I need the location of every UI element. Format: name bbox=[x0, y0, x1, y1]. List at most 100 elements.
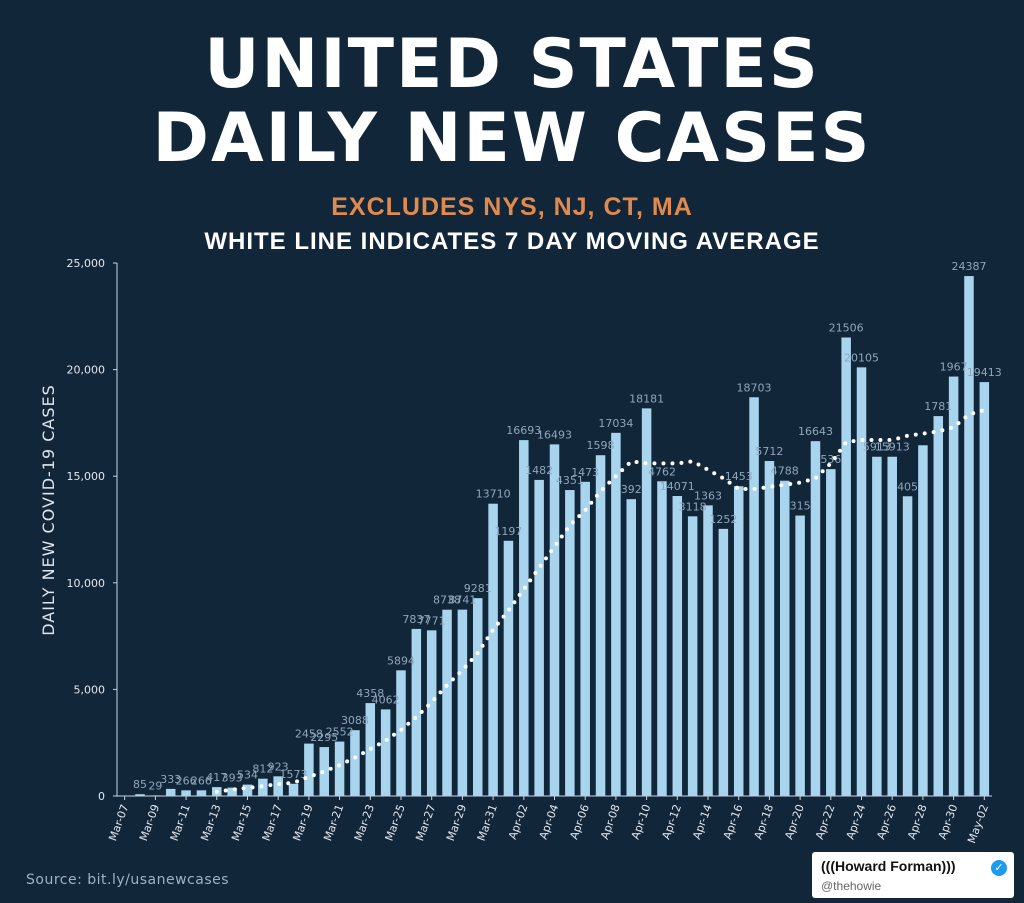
data-label: 9281 bbox=[464, 582, 492, 595]
bar bbox=[795, 515, 805, 796]
bar bbox=[288, 783, 299, 796]
data-label: 15913 bbox=[875, 441, 910, 454]
bar bbox=[687, 516, 698, 796]
x-tick-label: Mar-09 bbox=[137, 803, 162, 843]
x-tick-label: Mar-31 bbox=[475, 803, 500, 843]
data-label: 18181 bbox=[629, 392, 664, 405]
bar bbox=[657, 481, 667, 796]
bar bbox=[872, 456, 882, 796]
x-tick-label: Mar-07 bbox=[106, 803, 131, 843]
bar bbox=[304, 743, 314, 796]
bar bbox=[549, 444, 560, 796]
bar bbox=[641, 408, 652, 796]
bar bbox=[457, 609, 468, 796]
bar bbox=[780, 480, 790, 796]
bar bbox=[488, 503, 498, 796]
x-tick-label: Apr-26 bbox=[874, 803, 899, 842]
x-tick-label: Mar-25 bbox=[383, 803, 408, 843]
bar bbox=[826, 469, 836, 796]
bar bbox=[426, 630, 437, 796]
bar bbox=[350, 730, 360, 796]
y-axis-title: DAILY NEW COVID-19 CASES bbox=[39, 384, 58, 636]
bar bbox=[411, 628, 422, 796]
bar bbox=[442, 609, 452, 796]
data-label: 4358 bbox=[356, 687, 384, 700]
bar bbox=[918, 445, 928, 796]
bar bbox=[810, 441, 821, 796]
data-label: 3088 bbox=[341, 714, 369, 727]
bar bbox=[565, 490, 575, 796]
bar bbox=[672, 496, 683, 796]
bar bbox=[856, 367, 867, 796]
data-label: 1473 bbox=[571, 466, 599, 479]
data-label: 2552 bbox=[326, 726, 354, 739]
x-tick-label: Apr-12 bbox=[659, 803, 684, 842]
bar bbox=[273, 776, 283, 796]
chart-title: UNITED STATES DAILY NEW CASES bbox=[0, 28, 1024, 176]
bar bbox=[334, 741, 345, 796]
data-label: 4062 bbox=[372, 693, 400, 706]
bar bbox=[396, 670, 406, 796]
author-name: (((Howard Forman))) bbox=[821, 858, 956, 874]
author-badge[interactable]: (((Howard Forman))) ✓ @thehowie bbox=[812, 852, 1014, 898]
bar bbox=[472, 598, 483, 796]
x-tick-label: Apr-06 bbox=[567, 803, 592, 842]
bar bbox=[764, 461, 775, 796]
data-label: 392 bbox=[621, 483, 642, 496]
bar bbox=[181, 790, 191, 796]
x-tick-label: Apr-14 bbox=[690, 803, 715, 842]
bar bbox=[979, 382, 990, 796]
data-label: 1252 bbox=[709, 513, 737, 526]
data-label: 7771 bbox=[418, 614, 446, 627]
data-label: 266 bbox=[191, 774, 212, 787]
x-tick-label: Mar-23 bbox=[352, 803, 377, 843]
author-handle: @thehowie bbox=[821, 879, 882, 893]
x-tick-label: Mar-29 bbox=[444, 803, 469, 843]
subtitle-exclusions: EXCLUDES NYS, NJ, CT, MA bbox=[331, 193, 693, 221]
data-label: 17034 bbox=[598, 417, 633, 430]
data-label: 812 bbox=[252, 763, 273, 776]
x-tick-label: Apr-16 bbox=[721, 803, 746, 842]
bar bbox=[580, 481, 590, 796]
x-tick-label: Mar-19 bbox=[290, 803, 315, 843]
bar bbox=[626, 499, 637, 796]
data-label: 18703 bbox=[737, 381, 772, 394]
x-tick-label: Apr-18 bbox=[752, 803, 777, 842]
data-label: 16693 bbox=[506, 424, 541, 437]
data-label: 1482 bbox=[525, 464, 553, 477]
data-label: 4762 bbox=[648, 465, 676, 478]
y-tick-label: 25,000 bbox=[67, 257, 106, 270]
bar bbox=[380, 709, 391, 796]
data-label: 417 bbox=[206, 771, 227, 784]
bar bbox=[503, 540, 514, 796]
data-label: 8741 bbox=[448, 594, 476, 607]
bar bbox=[733, 486, 744, 796]
bar bbox=[964, 276, 974, 796]
data-label: 3118 bbox=[679, 500, 707, 513]
bar bbox=[887, 456, 897, 796]
data-label: 534 bbox=[237, 769, 258, 782]
data-label: 16643 bbox=[798, 425, 833, 438]
data-label: 85 bbox=[133, 778, 147, 791]
data-label: 405 bbox=[897, 480, 918, 493]
source-note: Source: bit.ly/usanewcases bbox=[26, 872, 230, 888]
data-label: 1967 bbox=[940, 361, 968, 374]
bar bbox=[703, 505, 713, 796]
data-label: 14071 bbox=[660, 480, 695, 493]
data-label: 7837 bbox=[402, 613, 430, 626]
data-label: 393 bbox=[222, 772, 243, 785]
bar bbox=[902, 496, 913, 796]
data-label: 4788 bbox=[771, 465, 799, 478]
data-label: 923 bbox=[268, 760, 289, 773]
data-label: 5712 bbox=[755, 445, 783, 458]
y-tick-label: 20,000 bbox=[67, 364, 106, 377]
bar bbox=[227, 787, 237, 796]
x-tick-label: Mar-27 bbox=[413, 803, 438, 843]
bar bbox=[841, 337, 851, 796]
data-label: 19413 bbox=[967, 366, 1002, 379]
data-label: 2295 bbox=[310, 731, 338, 744]
title-line-2: DAILY NEW CASES bbox=[152, 99, 872, 178]
data-label: 315 bbox=[790, 500, 811, 513]
bar bbox=[948, 376, 959, 796]
